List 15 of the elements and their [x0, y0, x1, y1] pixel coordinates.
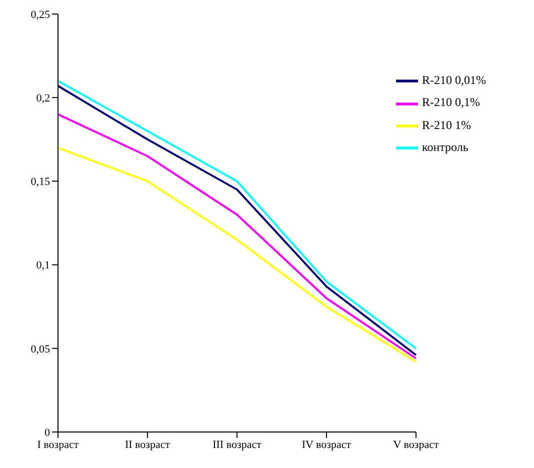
y-tick-label: 0: [44, 426, 50, 439]
x-tick-label: III возраст: [212, 438, 262, 451]
legend-label: R-210 0,01%: [422, 73, 486, 87]
x-tick-label: IV возраст: [302, 438, 352, 451]
y-tick-label: 0,05: [30, 343, 50, 356]
legend-label: R-210 0,1%: [422, 95, 480, 110]
legend-label: контроль: [422, 140, 468, 154]
y-tick-label: 0,1: [36, 260, 50, 272]
x-tick-label: II возраст: [124, 438, 170, 451]
legend-label: R-210 1%: [422, 118, 471, 132]
y-tick-label: 0,2: [36, 92, 50, 105]
y-tick-label: 0,25: [30, 8, 50, 21]
x-tick-label: I возраст: [37, 438, 79, 451]
y-tick-label: 0,15: [30, 176, 50, 188]
x-tick-label: V возраст: [393, 438, 439, 451]
